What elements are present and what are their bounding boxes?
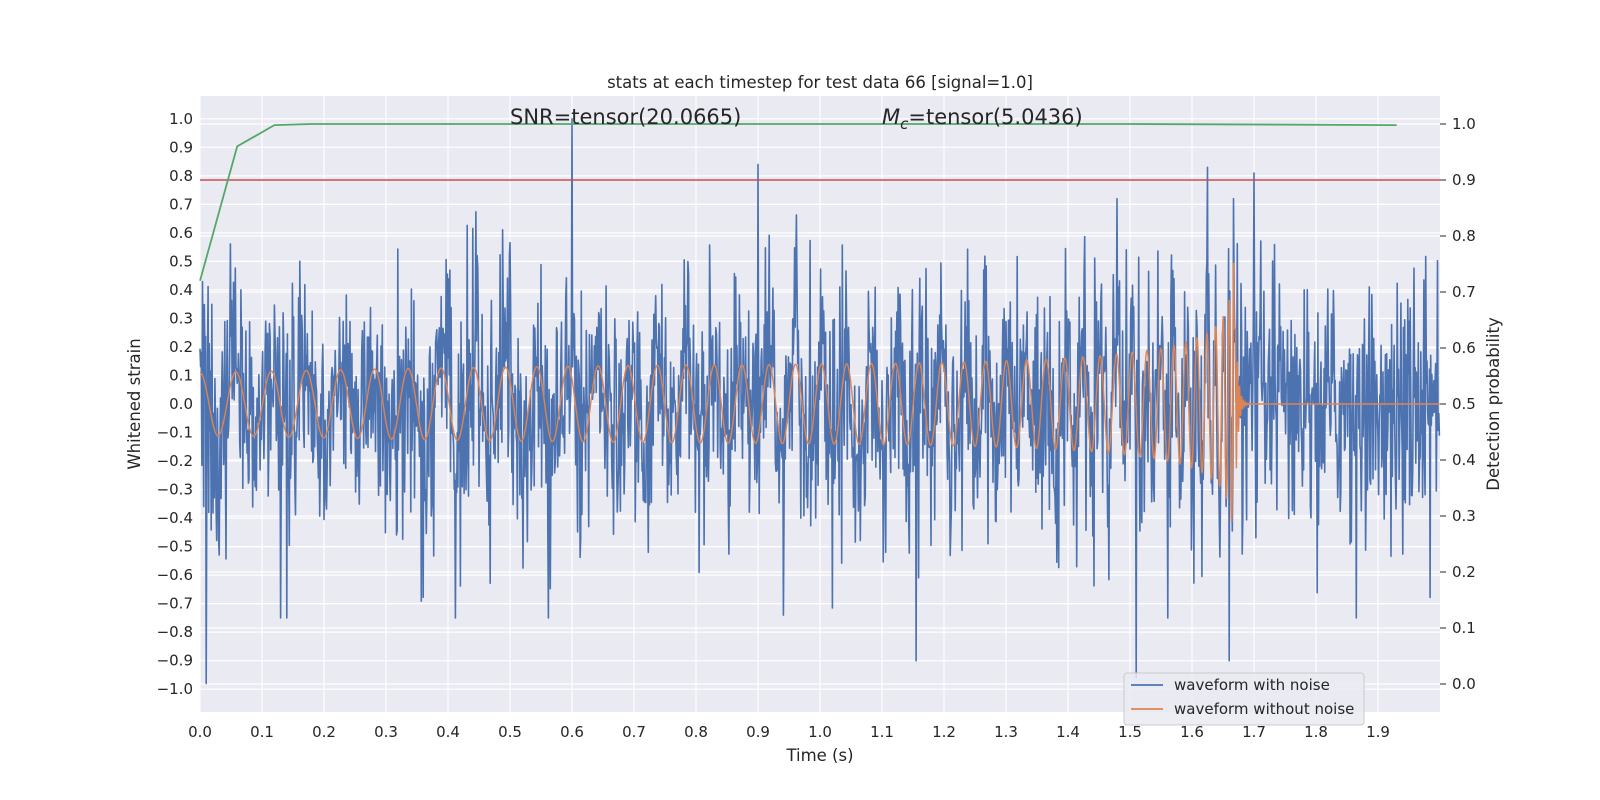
series-layer <box>199 118 1441 685</box>
x-tick-label: 0.2 <box>312 723 336 741</box>
detection-probability-line <box>199 123 1397 282</box>
y-tick-label: −0.2 <box>157 452 193 470</box>
y-tick-label: −1.0 <box>157 680 193 698</box>
y-tick-label: −0.3 <box>157 481 193 499</box>
y-tick-labels: 1.0 0.9 0.8 0.7 0.6 0.5 0.4 0.3 0.2 0.1 0.0 −0.1 −0.… <box>157 110 193 698</box>
x-tick-labels: 0.0 0.1 0.2 0.3 0.4 0.5 0.6 0.7 0.8 0.9 1.0 1.1 1.2 1… <box>188 723 1390 741</box>
y-tick-label: −0.6 <box>157 566 193 584</box>
legend-label-clean: waveform without noise <box>1174 700 1354 718</box>
y-tick-label: 0.4 <box>169 281 193 299</box>
y-right-tick-labels: 1.0 0.9 0.8 0.7 0.6 0.5 0.4 0.3 0.2 0.1 0.0 <box>1440 115 1476 693</box>
y-tick-label: 0.0 <box>169 395 193 413</box>
chart-title: stats at each timestep for test data 66 … <box>607 73 1033 92</box>
y-tick-label: −0.5 <box>157 538 193 556</box>
y-right-tick-label: 0.3 <box>1452 507 1476 525</box>
x-tick-label: 0.9 <box>746 723 770 741</box>
y-right-tick-label: 0.7 <box>1452 283 1476 301</box>
y-tick-label: −0.9 <box>157 652 193 670</box>
y-tick-label: 0.3 <box>169 309 193 327</box>
x-tick-label: 1.1 <box>870 723 894 741</box>
y-tick-label: −0.1 <box>157 424 193 442</box>
y-tick-label: 0.1 <box>169 366 193 384</box>
x-tick-label: 0.4 <box>436 723 460 741</box>
y-tick-label: −0.7 <box>157 595 193 613</box>
mc-subscript: c <box>900 115 909 133</box>
x-axis-label: Time (s) <box>785 746 853 765</box>
x-tick-label: 1.3 <box>994 723 1018 741</box>
x-tick-label: 0.8 <box>684 723 708 741</box>
y-tick-label: 0.8 <box>169 167 193 185</box>
x-tick-label: 0.0 <box>188 723 212 741</box>
y-right-tick-label: 0.5 <box>1452 395 1476 413</box>
y-tick-label: 0.9 <box>169 138 193 156</box>
x-tick-label: 1.2 <box>932 723 956 741</box>
y-right-tick-label: 0.6 <box>1452 339 1476 357</box>
x-tick-label: 0.6 <box>560 723 584 741</box>
y-tick-label: 0.5 <box>169 252 193 270</box>
x-tick-label: 0.5 <box>498 723 522 741</box>
y-right-tick-label: 0.4 <box>1452 451 1476 469</box>
x-tick-label: 1.7 <box>1242 723 1266 741</box>
x-tick-label: 1.9 <box>1366 723 1390 741</box>
y-right-axis-label: Detection probability <box>1484 317 1503 491</box>
y-right-tick-label: 1.0 <box>1452 115 1476 133</box>
y-tick-label: −0.4 <box>157 509 193 527</box>
x-tick-label: 1.6 <box>1180 723 1204 741</box>
y-right-tick-label: 0.1 <box>1452 619 1476 637</box>
x-tick-label: 1.4 <box>1056 723 1080 741</box>
series-line-clean <box>199 262 1440 523</box>
mc-symbol: M <box>882 105 900 129</box>
x-tick-label: 1.5 <box>1118 723 1142 741</box>
x-tick-label: 1.8 <box>1304 723 1328 741</box>
y-tick-label: −0.8 <box>157 623 193 641</box>
y-tick-label: 0.6 <box>169 224 193 242</box>
mc-annotation: Mc=tensor(5.0436) <box>882 105 1083 133</box>
x-tick-label: 1.0 <box>808 723 832 741</box>
y-right-tick-label: 0.8 <box>1452 227 1476 245</box>
mc-value: =tensor(5.0436) <box>908 105 1082 129</box>
y-tick-label: 0.7 <box>169 195 193 213</box>
x-tick-label: 0.1 <box>250 723 274 741</box>
legend: waveform with noise waveform without noi… <box>1123 672 1365 726</box>
y-tick-label: 0.2 <box>169 338 193 356</box>
x-tick-label: 0.7 <box>622 723 646 741</box>
y-axis-label: Whitened strain <box>125 338 144 469</box>
y-tick-label: 1.0 <box>169 110 193 128</box>
y-right-tick-label: 0.0 <box>1452 675 1476 693</box>
legend-label-noisy: waveform with noise <box>1174 676 1330 694</box>
snr-annotation: SNR=tensor(20.0665) <box>510 105 741 129</box>
x-tick-label: 0.3 <box>374 723 398 741</box>
y-right-tick-label: 0.9 <box>1452 171 1476 189</box>
y-right-tick-label: 0.2 <box>1452 563 1476 581</box>
legend-box <box>1123 672 1365 726</box>
